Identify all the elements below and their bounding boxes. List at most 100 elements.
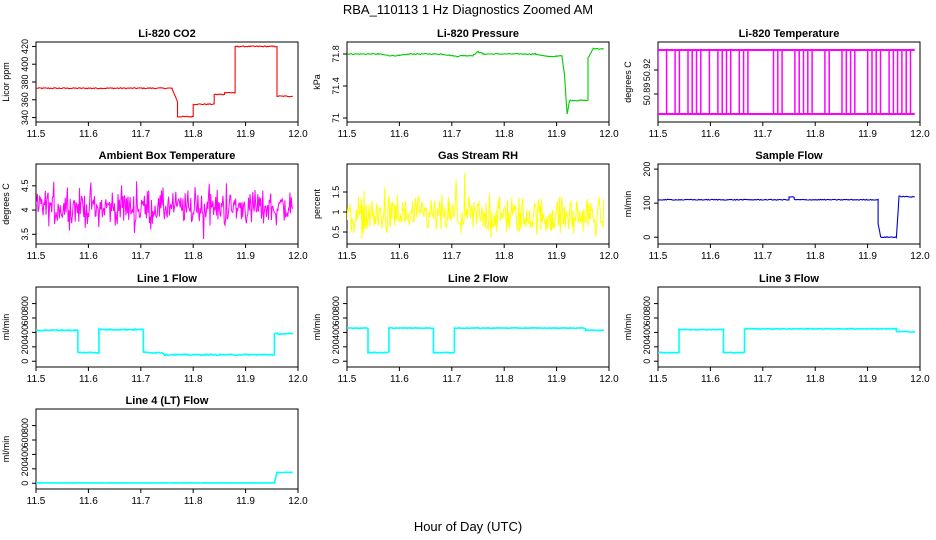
y-tick-label: 400 [20, 447, 30, 462]
y-tick-label: 3.5 [20, 228, 30, 241]
x-tick-label: 12.0 [910, 129, 930, 140]
y-tick-label: 800 [20, 296, 30, 311]
x-tick-label: 11.7 [753, 251, 772, 262]
y-tick-label: 71 [331, 113, 341, 123]
x-tick-label: 11.8 [184, 496, 203, 507]
plot-frame [35, 408, 299, 490]
x-tick-label: 11.9 [236, 496, 255, 507]
plot-frame [346, 41, 610, 123]
chart-title: Sample Flow [755, 150, 823, 162]
chart-panel-4: Ambient Box Temperature degrees C 11.5 11.6… [1, 150, 308, 262]
y-axis-label: ml/min [623, 191, 633, 218]
x-tick-label: 11.5 [27, 129, 46, 140]
x-tick-label: 11.5 [649, 251, 668, 262]
x-tick-label: 11.6 [390, 129, 409, 140]
y-axis-label: percent [312, 188, 322, 219]
y-tick-label: 0.5 [331, 226, 341, 239]
y-tick-label: 200 [642, 162, 652, 177]
chart-panel-8: Line 2 Flow ml/min 11.5 11.6 11.7 11.8 11.9 12.… [312, 273, 619, 385]
y-tick-label: 0 [331, 359, 341, 364]
x-tick-label: 11.6 [79, 374, 98, 385]
x-tick-label: 11.9 [236, 374, 255, 385]
chart-title: Li-820 CO2 [138, 28, 195, 40]
chart-title: Line 3 Flow [759, 273, 819, 285]
y-tick-label: 200 [20, 339, 30, 354]
chart-panel-2: Li-820 Pressure kPa 11.5 11.6 11.7 11.8 11.9 12… [312, 28, 619, 140]
y-tick-label: 400 [20, 325, 30, 340]
x-tick-label: 12.0 [599, 374, 619, 385]
y-tick-label: 1.5 [331, 186, 341, 199]
x-tick-label: 11.8 [806, 374, 825, 385]
x-tick-label: 12.0 [599, 129, 619, 140]
series-line [347, 47, 604, 115]
x-tick-label: 11.5 [649, 129, 668, 140]
series-line [36, 45, 293, 118]
x-tick-label: 11.6 [701, 251, 720, 262]
series-line [36, 471, 293, 484]
x-tick-label: 12.0 [288, 251, 308, 262]
x-tick-label: 11.9 [858, 251, 877, 262]
y-tick-label: 200 [20, 461, 30, 476]
x-tick-label: 11.7 [131, 374, 150, 385]
series-line [658, 50, 912, 114]
y-tick-label: 100 [642, 196, 652, 211]
x-tick-label: 11.6 [701, 129, 720, 140]
x-tick-label: 11.8 [806, 129, 825, 140]
chart-title: Li-820 Pressure [437, 28, 519, 40]
y-tick-label: 1 [331, 209, 341, 214]
y-tick-label: 800 [642, 296, 652, 311]
x-tick-label: 11.6 [701, 374, 720, 385]
plot-frame [35, 41, 299, 123]
x-tick-label: 11.7 [442, 251, 461, 262]
y-tick-label: 360 [20, 92, 30, 107]
x-tick-label: 11.9 [547, 251, 566, 262]
x-tick-label: 11.9 [547, 129, 566, 140]
chart-panel-6: Sample Flow ml/min 11.5 11.6 11.7 11.8 11.9 12.… [623, 150, 930, 262]
y-tick-label: 4.5 [20, 180, 30, 193]
series-line [36, 181, 294, 240]
y-tick-label: 200 [331, 339, 341, 354]
x-tick-label: 11.8 [495, 374, 514, 385]
y-tick-label: 420 [20, 39, 30, 54]
y-tick-label: 71.8 [331, 45, 341, 63]
chart-title: Line 4 (LT) Flow [126, 395, 209, 407]
y-tick-label: 0 [642, 235, 652, 240]
y-tick-label: 50.89 [642, 83, 652, 106]
x-tick-label: 11.7 [442, 129, 461, 140]
y-tick-label: 0 [20, 359, 30, 364]
x-tick-label: 11.6 [79, 496, 98, 507]
x-tick-label: 11.9 [236, 129, 255, 140]
chart-panel-1: Li-820 CO2 Licor ppm 11.5 11.6 11.7 11.8 11.9 1… [1, 28, 308, 140]
series-line [36, 327, 294, 357]
x-tick-label: 11.5 [649, 374, 668, 385]
x-tick-label: 11.6 [79, 129, 98, 140]
x-tick-label: 11.6 [390, 251, 409, 262]
x-tick-label: 11.8 [495, 129, 514, 140]
y-tick-label: 0 [642, 359, 652, 364]
y-axis-label: degrees C [1, 183, 11, 225]
y-tick-label: 800 [20, 418, 30, 433]
x-tick-label: 11.7 [131, 129, 150, 140]
x-tick-label: 12.0 [288, 496, 308, 507]
y-tick-label: 200 [642, 339, 652, 354]
chart-panel-7: Line 1 Flow ml/min 11.5 11.6 11.7 11.8 11.9 12.… [1, 273, 308, 385]
chart-title: Line 2 Flow [448, 273, 508, 285]
x-tick-label: 11.6 [79, 251, 98, 262]
y-axis-label: kPa [312, 74, 322, 90]
plot-frame [35, 163, 299, 245]
x-tick-label: 11.9 [858, 129, 877, 140]
y-tick-label: 600 [20, 432, 30, 447]
series-line [658, 195, 916, 239]
x-tick-label: 11.9 [547, 374, 566, 385]
x-tick-label: 12.0 [288, 129, 308, 140]
y-axis-label: Licor ppm [1, 62, 11, 102]
x-tick-label: 11.9 [236, 251, 255, 262]
y-tick-label: 600 [331, 310, 341, 325]
y-tick-label: 400 [331, 325, 341, 340]
series-line [347, 173, 605, 239]
x-tick-label: 12.0 [910, 374, 930, 385]
x-tick-label: 11.8 [495, 251, 514, 262]
